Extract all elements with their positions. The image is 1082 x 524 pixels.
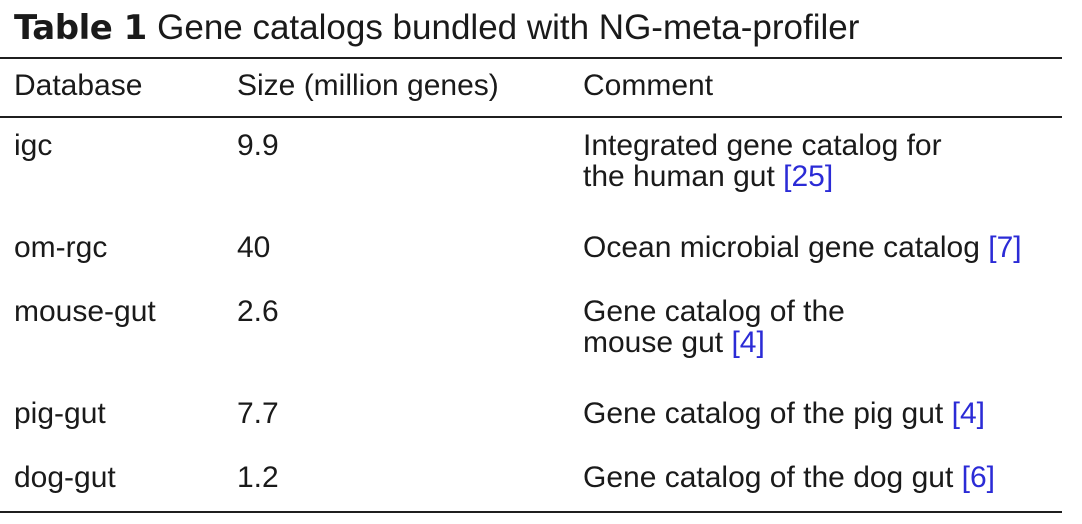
comment-line: Gene catalog of the [583, 295, 845, 328]
cell-comment: Integrated gene catalog for the human gu… [583, 130, 942, 192]
cell-comment: Gene catalog of the pig gut [4] [583, 398, 985, 429]
comment-line: mouse gut [583, 326, 724, 359]
table-caption-label: Table 1 [14, 8, 147, 48]
reference-link[interactable]: [4] [951, 397, 985, 430]
cell-size: 9.9 [237, 129, 279, 162]
comment-line: Gene catalog of the dog gut [583, 461, 954, 494]
cell-comment: Gene catalog of the mouse gut [4] [583, 296, 845, 358]
cell-database: dog-gut [14, 461, 116, 494]
comment-line: Ocean microbial gene catalog [583, 231, 980, 264]
cell-size: 7.7 [237, 397, 279, 430]
cell-comment: Gene catalog of the dog gut [6] [583, 462, 995, 493]
cell-database: om-rgc [14, 231, 108, 264]
comment-line: Gene catalog of the pig gut [583, 397, 944, 430]
comment-line: Integrated gene catalog for [583, 129, 942, 162]
header-rule [0, 116, 1062, 118]
cell-database: mouse-gut [14, 295, 156, 328]
header-database: Database [14, 69, 143, 102]
bottom-rule [0, 511, 1062, 513]
top-rule [0, 57, 1062, 59]
cell-size: 1.2 [237, 461, 279, 494]
reference-link[interactable]: [4] [731, 326, 765, 359]
cell-size: 40 [237, 231, 271, 264]
header-size: Size (million genes) [237, 69, 499, 102]
cell-size: 2.6 [237, 295, 279, 328]
table-caption: Table 1 Gene catalogs bundled with NG-me… [14, 6, 859, 50]
table-caption-text: Gene catalogs bundled with NG-meta-profi… [157, 8, 860, 47]
reference-link[interactable]: [25] [783, 160, 834, 193]
comment-line: the human gut [583, 160, 775, 193]
cell-comment: Ocean microbial gene catalog [7] [583, 232, 1022, 263]
header-comment: Comment [583, 69, 714, 102]
reference-link[interactable]: [6] [961, 461, 996, 494]
cell-database: pig-gut [14, 397, 106, 430]
reference-link[interactable]: [7] [988, 231, 1022, 264]
cell-database: igc [14, 129, 53, 162]
